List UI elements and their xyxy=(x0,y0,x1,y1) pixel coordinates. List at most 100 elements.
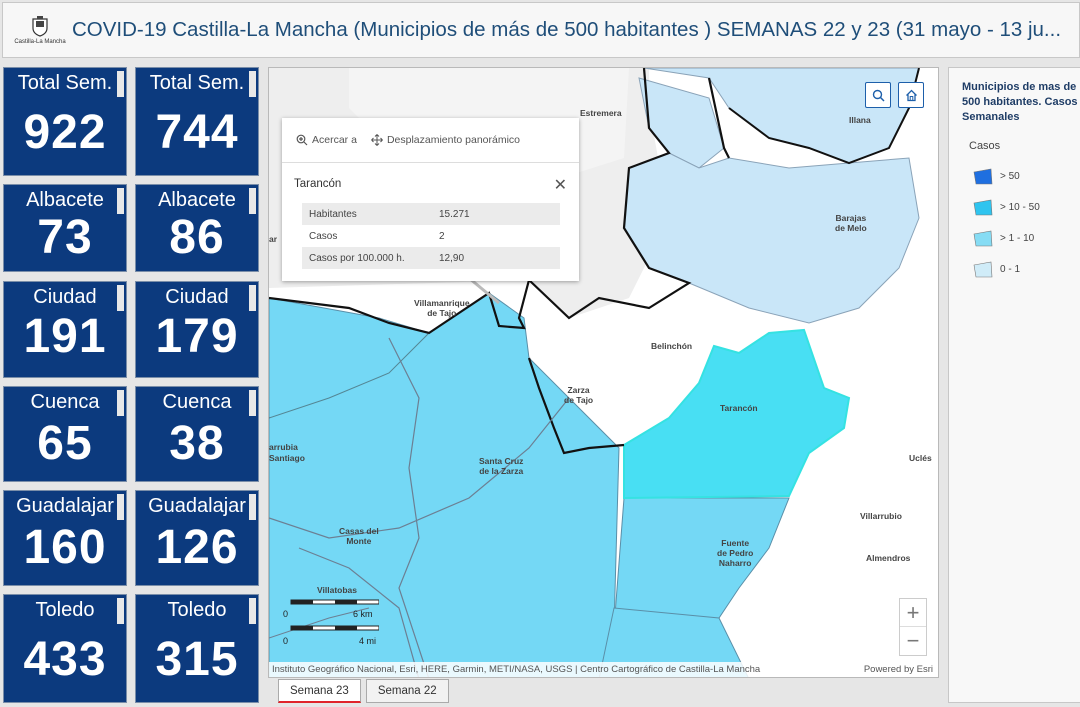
table-row: Casos por 100.000 h. 12,90 xyxy=(302,247,560,269)
legend-title: Municipios de mas de 500 habitantes. Cas… xyxy=(962,81,1078,123)
indicator-value: 922 xyxy=(23,106,107,159)
indicator-label: Toledo xyxy=(35,599,95,621)
search-icon xyxy=(872,89,885,102)
indicator-value: 86 xyxy=(169,211,225,264)
pan-arrows-icon xyxy=(371,134,383,146)
scrollbar[interactable] xyxy=(249,598,256,624)
attribute-value: 15.271 xyxy=(432,203,560,225)
close-icon[interactable]: ✕ xyxy=(553,177,567,194)
scrollbar[interactable] xyxy=(117,188,124,214)
powered-by-esri[interactable]: Powered by Esri xyxy=(863,664,933,675)
scale-mi-label: 4 mi xyxy=(359,636,377,646)
indicator-label: Total Sem. xyxy=(17,72,113,94)
popup-actions: Acercar a Desplazamiento panorámico xyxy=(282,118,579,163)
indicator-tile: Albacete 86 xyxy=(135,184,259,272)
place-belinchon: Belinchón xyxy=(651,341,693,351)
legend-item: > 1 - 10 xyxy=(973,230,1034,247)
place-santiago: Santiago xyxy=(269,453,305,463)
tab-semana-23[interactable]: Semana 23 xyxy=(278,679,361,703)
zoom-out-button[interactable]: − xyxy=(906,628,920,653)
indicator-tile: Toledo 315 xyxy=(135,594,259,703)
legend-swatch xyxy=(973,230,993,247)
header-bar: Castilla-La Mancha COVID-19 Castilla-La … xyxy=(2,2,1080,58)
indicator-value: 126 xyxy=(155,521,239,574)
scrollbar[interactable] xyxy=(249,188,256,214)
indicator-value: 744 xyxy=(155,106,239,159)
indicator-value: 73 xyxy=(37,211,93,264)
place-villamanrique: Villamanrique de Tajo xyxy=(414,298,470,318)
place-ucles: Uclés xyxy=(909,453,932,463)
zoom-to-label: Acercar a xyxy=(312,134,357,146)
indicator-tile: Albacete 73 xyxy=(3,184,127,272)
attribute-value: 12,90 xyxy=(432,247,560,269)
indicator-label: Albacete xyxy=(26,189,104,211)
indicator-label: Guadalajar xyxy=(148,495,246,517)
scrollbar[interactable] xyxy=(249,285,256,311)
place-arrubia: arrubia xyxy=(269,442,298,452)
scale-km-label: 6 km xyxy=(353,609,373,619)
week-tabs: Semana 23 Semana 22 xyxy=(278,679,454,703)
indicator-label: Cuenca xyxy=(162,391,232,413)
attribute-key: Casos por 100.000 h. xyxy=(302,247,432,269)
indicator-value: 433 xyxy=(23,633,107,686)
indicator-tile: Ciudad 179 xyxy=(135,281,259,378)
scrollbar[interactable] xyxy=(117,285,124,311)
map-view[interactable]: Estremera Illana Barajas de Melo Villama… xyxy=(268,67,939,678)
attribute-key: Habitantes xyxy=(302,203,432,225)
legend-subtitle: Casos xyxy=(969,140,1001,152)
municipality-south xyxy=(598,607,749,677)
home-icon xyxy=(905,89,917,101)
indicator-label: Cuenca xyxy=(30,391,100,413)
search-button[interactable] xyxy=(865,82,891,108)
indicator-tile: Guadalajar 126 xyxy=(135,490,259,586)
pan-action[interactable]: Desplazamiento panorámico xyxy=(371,134,520,146)
indicator-label: Toledo xyxy=(167,599,227,621)
legend-swatch xyxy=(973,199,993,216)
scrollbar[interactable] xyxy=(117,494,124,520)
legend-item-label: > 50 xyxy=(1000,171,1020,182)
indicator-value: 179 xyxy=(155,310,239,363)
scrollbar[interactable] xyxy=(249,494,256,520)
map-attribution: Instituto Geográfico Nacional, Esri, HER… xyxy=(269,662,938,677)
pan-label: Desplazamiento panorámico xyxy=(386,134,521,146)
indicator-tile: Total Sem. 922 xyxy=(3,67,127,176)
place-fuente: Fuente de Pedro Naharro xyxy=(717,538,754,568)
zoom-control: + − xyxy=(899,598,927,656)
indicator-label: Albacete xyxy=(158,189,236,211)
scale-km-zero: 0 xyxy=(283,609,289,619)
place-barajas: Barajas de Melo xyxy=(835,213,867,233)
indicator-tile: Cuenca 38 xyxy=(135,386,259,482)
legend-panel: Municipios de mas de 500 habitantes. Cas… xyxy=(948,67,1080,703)
indicator-value: 191 xyxy=(23,310,107,363)
attribute-value: 2 xyxy=(439,230,445,242)
feature-popup: Acercar a Desplazamiento panorámico Tara… xyxy=(282,118,579,281)
scrollbar[interactable] xyxy=(117,390,124,416)
logo: Castilla-La Mancha xyxy=(14,8,66,52)
tab-semana-22[interactable]: Semana 22 xyxy=(365,679,449,703)
legend-item-label: 0 - 1 xyxy=(1000,264,1021,275)
municipality-tarancon xyxy=(623,328,851,500)
indicator-value: 65 xyxy=(37,417,93,470)
zoom-to-action[interactable]: Acercar a xyxy=(296,134,357,146)
scale-bar: 0 6 km 0 4 mi xyxy=(283,596,380,646)
scrollbar[interactable] xyxy=(117,598,124,624)
place-casas: Casas del Monte xyxy=(339,526,379,546)
logo-text: Castilla-La Mancha xyxy=(14,39,66,45)
scale-mi-zero: 0 xyxy=(283,636,289,646)
table-row: Casos 2 xyxy=(302,225,560,247)
popup-attributes: Habitantes 15.271 Casos 2 Casos por 100.00… xyxy=(302,203,560,269)
magnify-plus-icon xyxy=(296,134,308,146)
table-row: Habitantes 15.271 xyxy=(302,203,560,225)
legend-item-label: > 1 - 10 xyxy=(1000,233,1035,244)
place-ar: ar xyxy=(269,234,278,244)
zoom-in-button[interactable]: + xyxy=(900,599,926,627)
scrollbar[interactable] xyxy=(117,71,124,97)
home-button[interactable] xyxy=(898,82,924,108)
place-tarancon: Tarancón xyxy=(720,403,758,413)
indicator-tile: Guadalajar 160 xyxy=(3,490,127,586)
scrollbar[interactable] xyxy=(249,71,256,97)
scrollbar[interactable] xyxy=(249,390,256,416)
indicator-value: 315 xyxy=(155,633,239,686)
indicator-label: Ciudad xyxy=(165,286,229,308)
legend-item: > 50 xyxy=(973,168,1020,185)
